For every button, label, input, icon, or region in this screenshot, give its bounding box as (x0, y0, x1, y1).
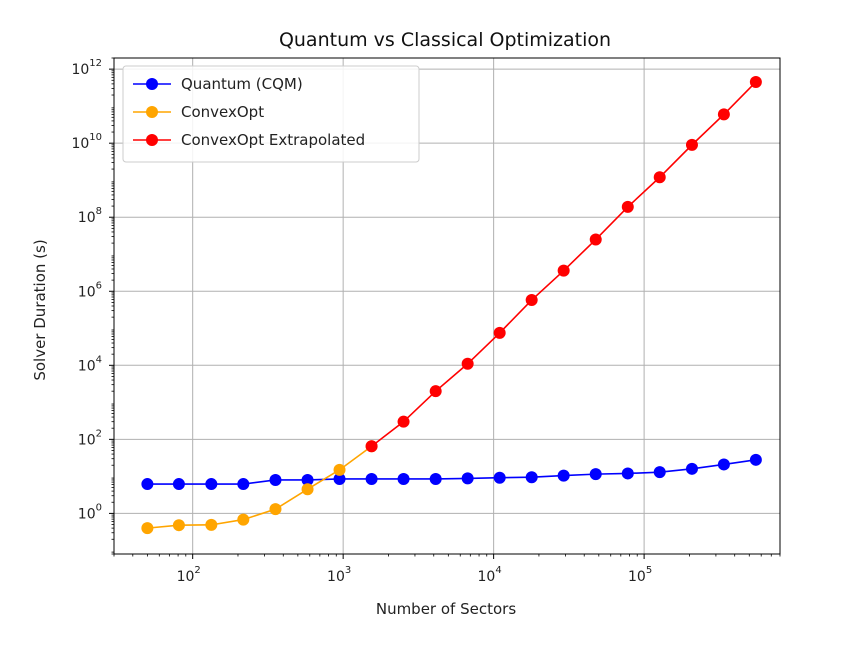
data-point (237, 513, 250, 526)
x-tick-label: 103 (327, 565, 351, 585)
data-point (333, 472, 346, 485)
x-tick-label: 105 (628, 565, 652, 585)
y-tick-label: 108 (78, 206, 102, 226)
x-tick-label: 102 (177, 565, 201, 585)
data-point (461, 472, 474, 485)
data-point (172, 519, 185, 532)
y-tick-label-base: 10 (78, 432, 96, 448)
data-point (621, 200, 634, 213)
data-point (525, 471, 538, 484)
data-point (685, 462, 698, 475)
y-tick-label-base: 10 (78, 506, 96, 522)
data-point (141, 522, 154, 535)
legend-entry-2: ConvexOpt Extrapolated (133, 131, 365, 149)
data-point (621, 467, 634, 480)
data-point (525, 294, 538, 307)
y-tick-label: 106 (78, 280, 102, 300)
legend-marker (146, 134, 158, 146)
data-point (301, 473, 314, 486)
data-point (749, 453, 762, 466)
y-tick-label-base: 10 (71, 62, 89, 78)
data-point (493, 471, 506, 484)
data-point (205, 478, 218, 491)
x-tick-label-base: 10 (478, 569, 496, 585)
data-point (397, 472, 410, 485)
data-point (269, 473, 282, 486)
data-point (141, 478, 154, 491)
data-point (429, 385, 442, 398)
x-tick-label-base: 10 (177, 569, 195, 585)
y-tick-label-exponent: 0 (96, 502, 102, 513)
data-point (557, 469, 570, 482)
legend-box (122, 65, 420, 163)
data-point (461, 357, 474, 370)
chart-title: Quantum vs Classical Optimization (279, 29, 611, 51)
x-axis-label: Number of Sectors (376, 600, 516, 618)
legend-marker (146, 78, 158, 90)
y-tick-label-exponent: 4 (96, 354, 102, 365)
data-point (365, 472, 378, 485)
y-tick-label: 102 (78, 428, 102, 448)
data-point (493, 326, 506, 339)
data-point (301, 483, 314, 496)
x-tick-label-base: 10 (327, 569, 345, 585)
legend-entry-0: Quantum (CQM) (133, 75, 303, 93)
y-tick-label-exponent: 6 (96, 280, 102, 291)
data-point (269, 503, 282, 516)
y-tick-label: 1012 (71, 58, 102, 78)
data-point (653, 466, 666, 479)
y-tick-label-exponent: 12 (89, 58, 102, 69)
legend-label: ConvexOpt (181, 103, 264, 121)
x-tick-label-exponent: 4 (495, 565, 501, 576)
y-tick-label-base: 10 (78, 284, 96, 300)
data-point (365, 440, 378, 453)
legend-marker (146, 106, 158, 118)
legend-label: ConvexOpt Extrapolated (181, 131, 365, 149)
series-2 (365, 75, 762, 453)
x-tick-label-exponent: 5 (646, 565, 652, 576)
y-tick-label-base: 10 (71, 136, 89, 152)
data-point (429, 472, 442, 485)
x-tick-label-exponent: 3 (345, 565, 351, 576)
y-axis-label: Solver Duration (s) (31, 239, 49, 380)
legend-entry-1: ConvexOpt (133, 103, 264, 121)
data-point (333, 463, 346, 476)
x-tick-label-exponent: 2 (194, 565, 200, 576)
x-tick-label-base: 10 (628, 569, 646, 585)
legend-label: Quantum (CQM) (181, 75, 303, 93)
data-point (557, 264, 570, 277)
legend: Quantum (CQM) ConvexOpt ConvexOpt Extrapol… (122, 65, 420, 163)
grid-lines (114, 58, 780, 554)
data-point (589, 233, 602, 246)
data-point (397, 415, 410, 428)
series-0 (141, 453, 762, 491)
series-layer (141, 75, 762, 535)
y-tick-label: 1010 (71, 132, 102, 152)
data-point (589, 468, 602, 481)
data-point (237, 478, 250, 491)
data-point (205, 518, 218, 531)
y-tick-label-base: 10 (78, 210, 96, 226)
x-tick-label: 104 (478, 565, 502, 585)
data-point (172, 478, 185, 491)
data-point (685, 138, 698, 151)
y-tick-label-exponent: 8 (96, 206, 102, 217)
y-tick-label-exponent: 10 (89, 132, 102, 143)
y-tick-label: 104 (78, 354, 102, 374)
y-tick-label: 100 (78, 502, 102, 522)
data-point (653, 171, 666, 184)
y-tick-label-base: 10 (78, 358, 96, 374)
y-tick-label-exponent: 2 (96, 428, 102, 439)
data-point (717, 108, 730, 121)
data-point (717, 458, 730, 471)
data-point (749, 75, 762, 88)
